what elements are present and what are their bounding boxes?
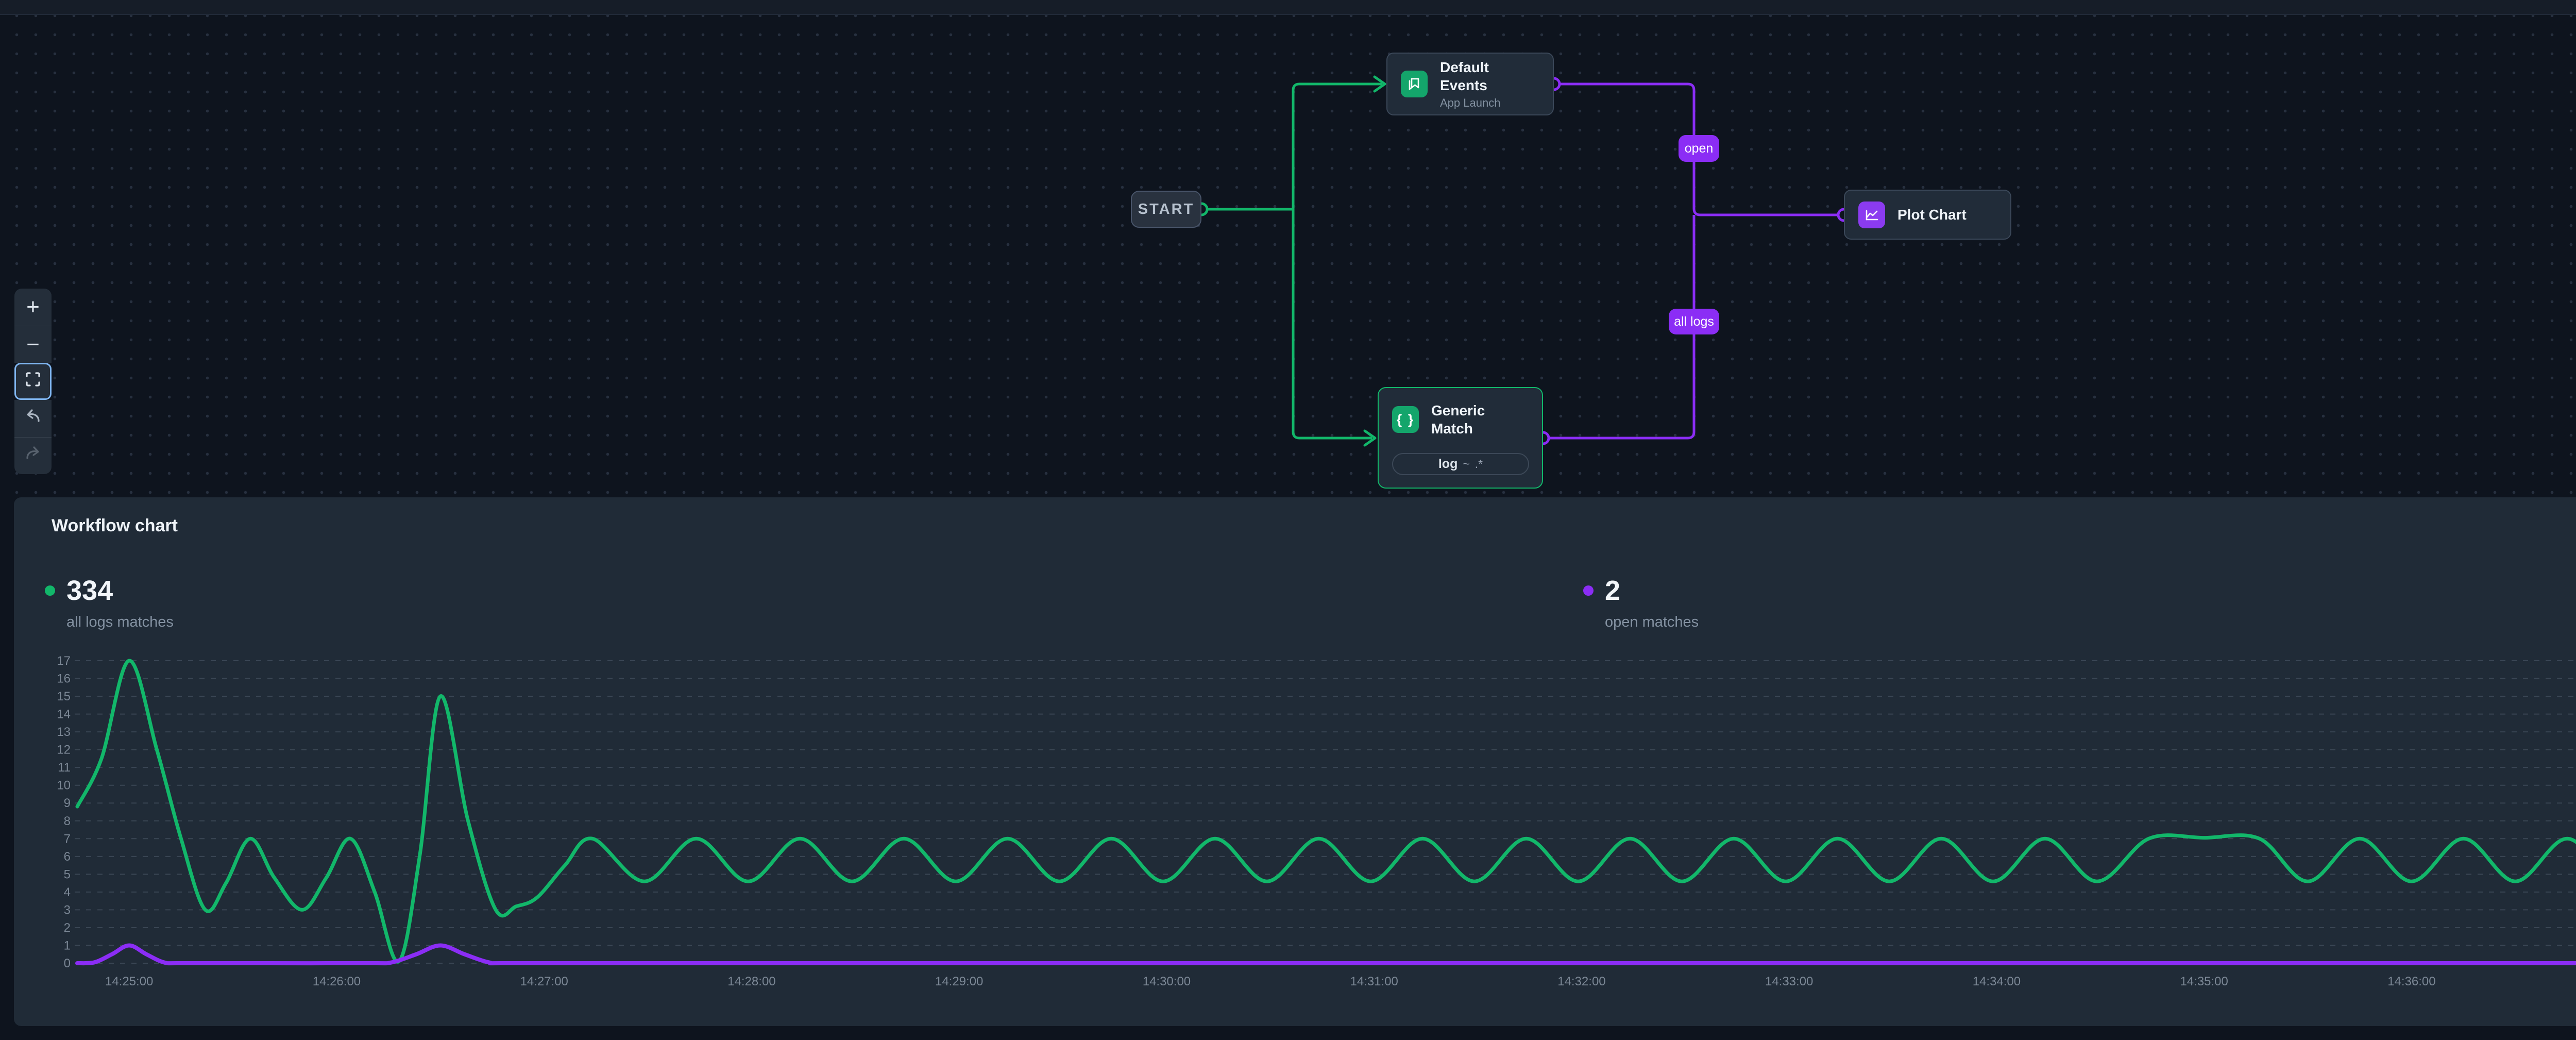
redo-button[interactable] [14, 437, 52, 474]
condition-operator: ~ [1463, 457, 1470, 471]
node-text: Default Events App Launch [1440, 58, 1539, 110]
match-condition-field: log ~ .* [1392, 453, 1529, 475]
green-dot-icon [45, 585, 55, 596]
node-title: Generic Match [1431, 402, 1485, 437]
y-tick-label: 15 [57, 690, 71, 703]
edge-all-logs-plot-chart [1549, 215, 1696, 440]
y-tick-label: 7 [64, 832, 71, 846]
series-line-all-logs-matches [75, 659, 2576, 964]
panel-title: Workflow chart [52, 516, 178, 535]
x-tick-label: 14:28:00 [727, 975, 775, 988]
x-tick-label: 14:25:00 [105, 975, 153, 988]
stat-label: open matches [1605, 614, 1699, 630]
x-tick-label: 14:29:00 [935, 975, 983, 988]
y-tick-label: 0 [64, 957, 71, 970]
y-tick-label: 8 [64, 814, 71, 828]
edge-label-all-logs[interactable]: all logs [1669, 309, 1719, 334]
stat-value: 334 [66, 575, 113, 606]
node-subtitle: App Launch [1440, 96, 1501, 109]
y-tick-label: 5 [64, 867, 71, 881]
purple-dot-icon [1583, 585, 1594, 596]
y-tick-label: 9 [64, 796, 71, 810]
series-line-open-matches [75, 943, 2576, 966]
x-tick-label: 14:35:00 [2180, 975, 2228, 988]
fit-view-icon [24, 368, 42, 394]
arrowhead-default-events [1373, 75, 1386, 93]
y-tick-label: 12 [57, 743, 71, 757]
braces-icon: { } [1392, 406, 1419, 433]
zoom-out-button[interactable]: − [14, 326, 52, 363]
zoom-in-button[interactable]: + [14, 289, 52, 326]
workflow-edges [1194, 75, 1851, 447]
y-tick-label: 1 [64, 938, 71, 952]
x-tick-label: 14:32:00 [1557, 975, 1605, 988]
canvas-toolbar: + − [14, 289, 52, 474]
minus-icon: − [26, 331, 40, 357]
line-chart-icon [1858, 201, 1885, 228]
x-tick-label: 14:30:00 [1143, 975, 1191, 988]
stat-value: 2 [1605, 575, 1621, 606]
x-tick-label: 14:26:00 [313, 975, 361, 988]
y-tick-label: 14 [57, 708, 71, 722]
bookmark-events-icon [1401, 71, 1428, 97]
edge-start-default-events [1201, 82, 1382, 211]
y-tick-label: 16 [57, 672, 71, 686]
x-tick-label: 14:27:00 [520, 975, 568, 988]
condition-pattern: .* [1475, 457, 1483, 471]
node-plot-chart[interactable]: Plot Chart [1844, 190, 2011, 240]
y-tick-label: 3 [64, 903, 71, 917]
arrowhead-generic-match [1363, 429, 1377, 447]
edge-label-open[interactable]: open [1679, 135, 1719, 162]
stat-open: 2 open matches [1583, 575, 1699, 631]
top-bar [0, 0, 2576, 15]
y-tick-label: 2 [64, 921, 71, 935]
node-header: { } Generic Match [1392, 401, 1529, 438]
x-tick-label: 14:36:00 [2387, 975, 2435, 988]
condition-field: log [1438, 457, 1458, 471]
plus-icon: + [26, 294, 40, 320]
edge-start-generic-match [1292, 209, 1372, 440]
node-generic-match[interactable]: { } Generic Match log ~ .* [1378, 387, 1543, 489]
redo-icon [22, 442, 44, 470]
y-tick-label: 10 [57, 779, 71, 793]
workflow-chart-panel: Workflow chart last 15 minutes 334 all l… [14, 497, 2576, 1026]
fit-view-button[interactable] [14, 363, 52, 400]
y-tick-label: 13 [57, 725, 71, 739]
y-tick-label: 6 [64, 850, 71, 864]
undo-icon [22, 405, 44, 433]
node-default-events[interactable]: Default Events App Launch [1386, 53, 1554, 115]
workflow-canvas[interactable]: START Default Events App Launch [0, 15, 2576, 497]
node-start[interactable]: START [1131, 191, 1201, 228]
y-tick-label: 17 [57, 654, 71, 668]
stat-all-logs: 334 all logs matches [45, 575, 174, 631]
y-tick-label: 4 [64, 885, 71, 899]
x-tick-label: 14:31:00 [1350, 975, 1398, 988]
undo-button[interactable] [14, 400, 52, 437]
stat-label: all logs matches [66, 614, 174, 630]
node-title: Plot Chart [1897, 207, 1967, 223]
node-title: Default Events [1440, 59, 1489, 93]
x-tick-label: 14:34:00 [1973, 975, 2021, 988]
start-label: START [1138, 200, 1195, 217]
y-tick-label: 11 [58, 761, 71, 775]
x-tick-label: 14:33:00 [1765, 975, 1813, 988]
